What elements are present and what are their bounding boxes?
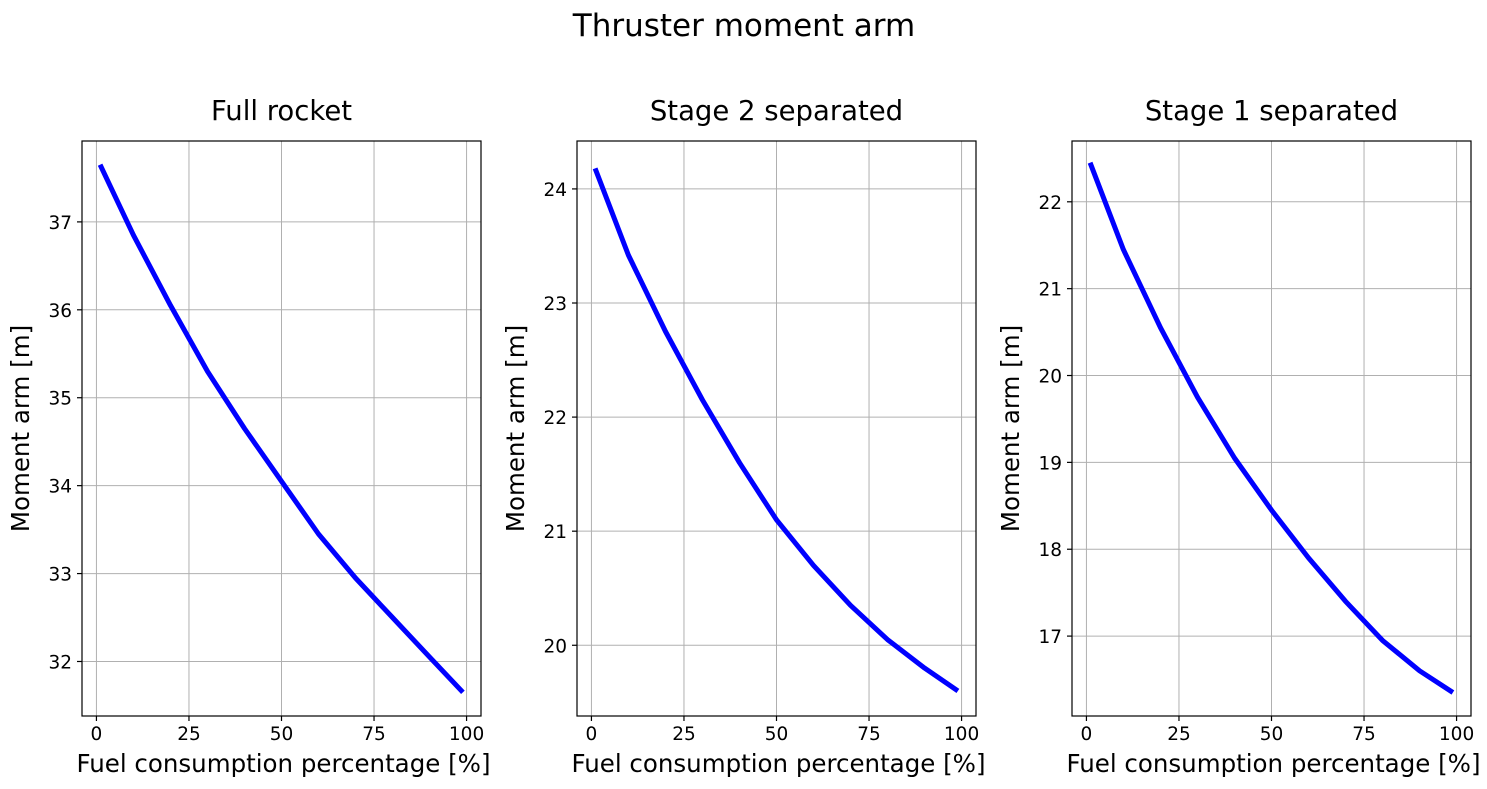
- y-tick-label: 17: [1038, 627, 1062, 648]
- y-tick-label: 21: [1038, 280, 1062, 301]
- x-tick-label: 50: [270, 724, 294, 745]
- y-tick-label: 23: [543, 294, 567, 315]
- chart-panel-3: 0 25 50 75 100 17 18 19 20 21 22 Fuel consumption p…: [996, 95, 1481, 778]
- chart-panel-1: 0 25 50 75 100 32 33 34 35 36 37 Fuel consumption p…: [6, 95, 491, 778]
- x-axis-label: Fuel consumption percentage [%]: [571, 749, 985, 778]
- chart-title: Full rocket: [211, 95, 352, 127]
- x-tick-label: 0: [586, 724, 598, 745]
- y-tick-label: 32: [48, 652, 72, 673]
- x-tick-label: 100: [944, 724, 979, 745]
- y-tick-label: 22: [543, 408, 567, 429]
- x-tick-label: 25: [1167, 724, 1191, 745]
- x-tick-label: 75: [362, 724, 386, 745]
- x-axis-label: Fuel consumption percentage [%]: [1066, 749, 1480, 778]
- y-tick-label: 18: [1038, 540, 1062, 561]
- y-axis-label: Moment arm [m]: [6, 325, 35, 532]
- y-axis-label: Moment arm [m]: [501, 325, 530, 532]
- y-tick-label: 37: [48, 213, 72, 234]
- y-tick-label: 33: [48, 565, 72, 586]
- chart-title: Stage 2 separated: [650, 95, 903, 127]
- y-tick-label: 36: [48, 301, 72, 322]
- y-axis-label: Moment arm [m]: [996, 325, 1025, 532]
- figure-title: Thruster moment arm: [572, 8, 915, 44]
- x-tick-label: 25: [672, 724, 696, 745]
- series-line: [1087, 161, 1455, 695]
- series-line: [97, 163, 465, 695]
- x-tick-label: 50: [765, 724, 789, 745]
- chart-title: Stage 1 separated: [1145, 95, 1398, 127]
- y-tick-label: 20: [1038, 367, 1062, 388]
- y-tick-label: 22: [1038, 193, 1062, 214]
- x-tick-label: 0: [1081, 724, 1093, 745]
- chart-panel-2: 0 25 50 75 100 20 21 22 23 24 Fuel consumption per…: [501, 95, 986, 778]
- x-tick-label: 100: [449, 724, 484, 745]
- x-tick-label: 75: [1352, 724, 1376, 745]
- x-tick-label: 25: [177, 724, 201, 745]
- y-tick-label: 19: [1038, 453, 1062, 474]
- x-axis-label: Fuel consumption percentage [%]: [76, 749, 490, 778]
- y-tick-label: 21: [543, 522, 567, 543]
- x-tick-label: 0: [91, 724, 103, 745]
- x-tick-label: 50: [1260, 724, 1284, 745]
- y-tick-label: 35: [48, 389, 72, 410]
- x-tick-label: 100: [1439, 724, 1474, 745]
- x-tick-label: 75: [857, 724, 881, 745]
- y-tick-label: 34: [48, 477, 72, 498]
- panels: 0 25 50 75 100 32 33 34 35 36 37 Fuel consumption p…: [6, 95, 1481, 778]
- y-tick-label: 20: [543, 636, 567, 657]
- y-tick-label: 24: [543, 180, 567, 201]
- series-line: [592, 167, 960, 693]
